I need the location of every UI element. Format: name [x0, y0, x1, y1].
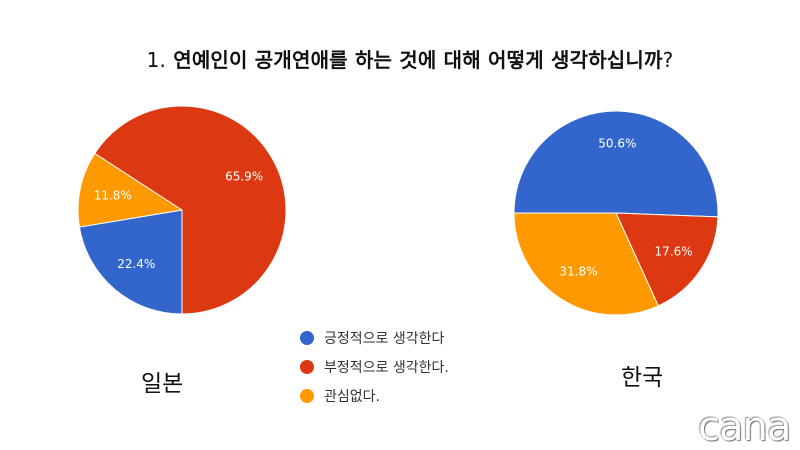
legend-item-positive: 긍정적으로 생각한다: [300, 323, 449, 352]
legend-label-indifferent: 관심없다.: [324, 388, 380, 405]
legend-item-negative: 부정적으로 생각한다.: [300, 352, 449, 381]
pie-value-label-japan-indifferent: 11.8%: [94, 189, 132, 203]
legend-label-positive: 긍정적으로 생각한다: [324, 330, 445, 347]
pie-label-korea: 한국: [621, 365, 664, 391]
chart-title: 1. 연예인이 공개연애를 하는 것에 대해 어떻게 생각하십니까?: [0, 44, 800, 73]
pie-slice-korea-indifferent: [513, 212, 659, 316]
pie-slice-korea-negative: [615, 212, 719, 307]
pie-value-label-korea-negative: 17.6%: [655, 245, 693, 259]
legend-label-negative: 부정적으로 생각한다.: [324, 359, 449, 376]
title-mark: ?: [662, 48, 674, 72]
legend-swatch-negative: [300, 359, 314, 374]
pie-value-label-korea-positive: 50.6%: [598, 137, 636, 151]
legend-swatch-positive: [300, 330, 314, 345]
pie-value-label-japan-positive: 22.4%: [117, 257, 155, 271]
pie-value-label-korea-indifferent: 31.8%: [559, 264, 597, 278]
legend-swatch-indifferent: [300, 388, 314, 403]
watermark-logo: cana: [698, 404, 791, 450]
pie-label-japan: 일본: [141, 371, 184, 397]
legend: 긍정적으로 생각한다 부정적으로 생각한다. 관심없다.: [300, 323, 449, 410]
pie-slice-japan-negative: [94, 105, 287, 315]
legend-item-indifferent: 관심없다.: [300, 381, 449, 410]
title-number: 1.: [146, 48, 167, 72]
pie-value-label-japan-negative: 65.9%: [225, 169, 263, 183]
pie-slice-japan-indifferent: [77, 152, 184, 228]
pie-slice-korea-positive: [513, 110, 719, 218]
title-text: 연예인이 공개연애를 하는 것에 대해 어떻게 생각하십니까: [173, 48, 663, 72]
pie-slice-japan-positive: [78, 209, 183, 315]
